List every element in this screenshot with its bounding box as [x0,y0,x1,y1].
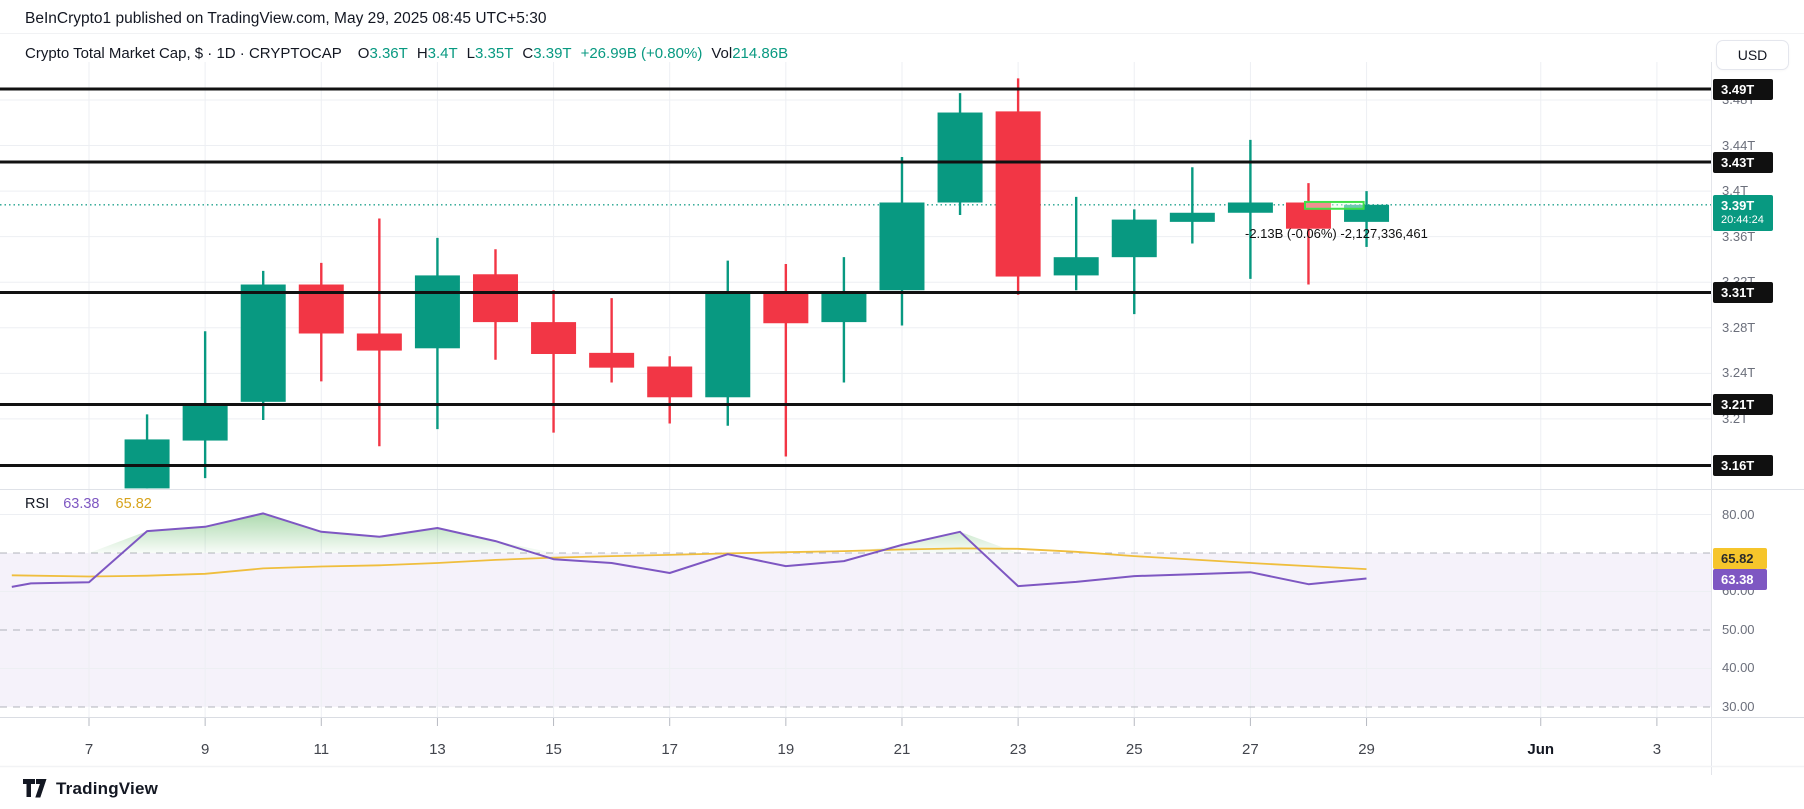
price-axis[interactable]: 3.48T3.44T3.4T3.36T3.32T3.28T3.24T3.2T80… [1712,0,1804,775]
candle-body [240,284,286,402]
time-axis-label: 9 [200,741,210,758]
price-level-badge: 3.31T [1713,282,1773,303]
candle-body [821,293,867,323]
time-axis-label: 21 [893,741,911,758]
price-axis-label: 3.36T [1722,228,1756,244]
time-axis-label: 17 [661,741,679,758]
candle-body [937,112,983,203]
highlight-annotation-box [1303,200,1365,210]
symbol-title: Crypto Total Market Cap, $ · 1D · CRYPTO… [25,45,342,62]
time-axis-label: 11 [313,741,330,758]
price-level-badge: 3.21T [1713,394,1773,415]
ohlc-value: 3.4T [427,45,458,62]
ohlc-label: O [357,45,370,62]
time-axis-label: 15 [545,741,562,758]
current-price-badge: 3.39T 20:44:24 [1713,194,1773,231]
candle-body [705,292,751,398]
measure-change-label: -2.13B (-0.06%) -2,127,336,461 [1245,226,1428,241]
price-axis-label: 3.24T [1722,365,1756,381]
volume-value: 214.86B [732,45,789,62]
candle-body [1111,219,1157,258]
rsi-axis-label: 80.00 [1722,506,1755,522]
rsi-value-badge: 65.82 [1713,548,1767,570]
time-axis[interactable]: 7 9 11 13 15 17 19 21 23 25 27 29 Jun 3 [0,718,1712,775]
rsi-axis-label: 50.00 [1722,621,1755,637]
candle-body [531,322,577,354]
chart-canvas[interactable] [0,62,1804,775]
change-value: +26.99B (+0.80%) [580,45,703,62]
price-axis-label: 3.28T [1722,319,1756,335]
currency-toggle-button[interactable]: USD [1716,40,1789,70]
price-axis-label: 3.44T [1722,137,1756,153]
rsi-value: 63.38 [63,496,100,512]
candle-body [1285,202,1331,229]
rsi-legend[interactable]: RSI 63.38 65.82 [25,496,152,512]
time-axis-label: 19 [777,741,795,758]
rsi-value-badge: 63.38 [1713,569,1767,591]
header-divider [0,33,1804,34]
candle-body [356,333,402,351]
candle-body [879,202,925,291]
ohlc-label: C [522,45,534,62]
tradingview-logo-icon [23,779,47,798]
candle-body [647,366,693,398]
time-axis-label: 7 [84,741,94,758]
price-axis-label: 3.4T [1722,183,1749,199]
price-level-badge: 3.49T [1713,78,1773,100]
candle-body [182,404,228,441]
candle-body [763,292,809,324]
time-axis-label: 13 [429,741,446,758]
volume-label: Vol [711,45,733,62]
time-axis-label: 23 [1009,741,1027,758]
candle-body [1053,257,1099,276]
candle-body [124,439,170,489]
rsi-axis-label: 40.00 [1722,660,1755,676]
candle-body [589,352,635,368]
candle-body [472,274,518,323]
time-axis-label: 25 [1125,741,1143,758]
ohlc-label: H [416,45,428,62]
candle-body [1227,202,1273,213]
rsi-overbought-fill [11,513,1367,553]
time-axis-label: Jun [1527,741,1555,758]
ohlc-value: 3.36T [369,45,408,62]
rsi-line [11,512,1367,588]
rsi-axis-label: 30.00 [1722,698,1755,714]
ohlc-value: 3.39T [533,45,572,62]
time-axis-label: 3 [1652,741,1662,758]
ohlc-value: 3.35T [475,45,514,62]
rsi-band [0,553,1712,707]
time-axis-label: 27 [1242,741,1259,758]
current-price-value: 3.39T [1721,197,1755,213]
bar-countdown: 20:44:24 [1721,214,1764,227]
rsi-ma-line [11,547,1367,578]
tradingview-logo-text: TradingView [56,778,159,798]
candle-body [414,275,460,349]
rsi-ma-value: 65.82 [115,496,152,512]
rsi-indicator-label: RSI [25,496,50,512]
symbol-legend[interactable]: Crypto Total Market Cap, $ · 1D · CRYPTO… [25,45,797,62]
ohlc-label: L [466,45,476,62]
candle-body [995,111,1041,277]
price-level-badge: 3.43T [1713,151,1773,173]
time-axis-label: 29 [1358,741,1375,758]
candle-body [1169,212,1215,222]
tradingview-attribution[interactable]: TradingView [22,778,158,799]
page-title: BeInCrypto1 published on TradingView.com… [25,10,547,27]
price-level-badge: 3.16T [1713,455,1773,476]
